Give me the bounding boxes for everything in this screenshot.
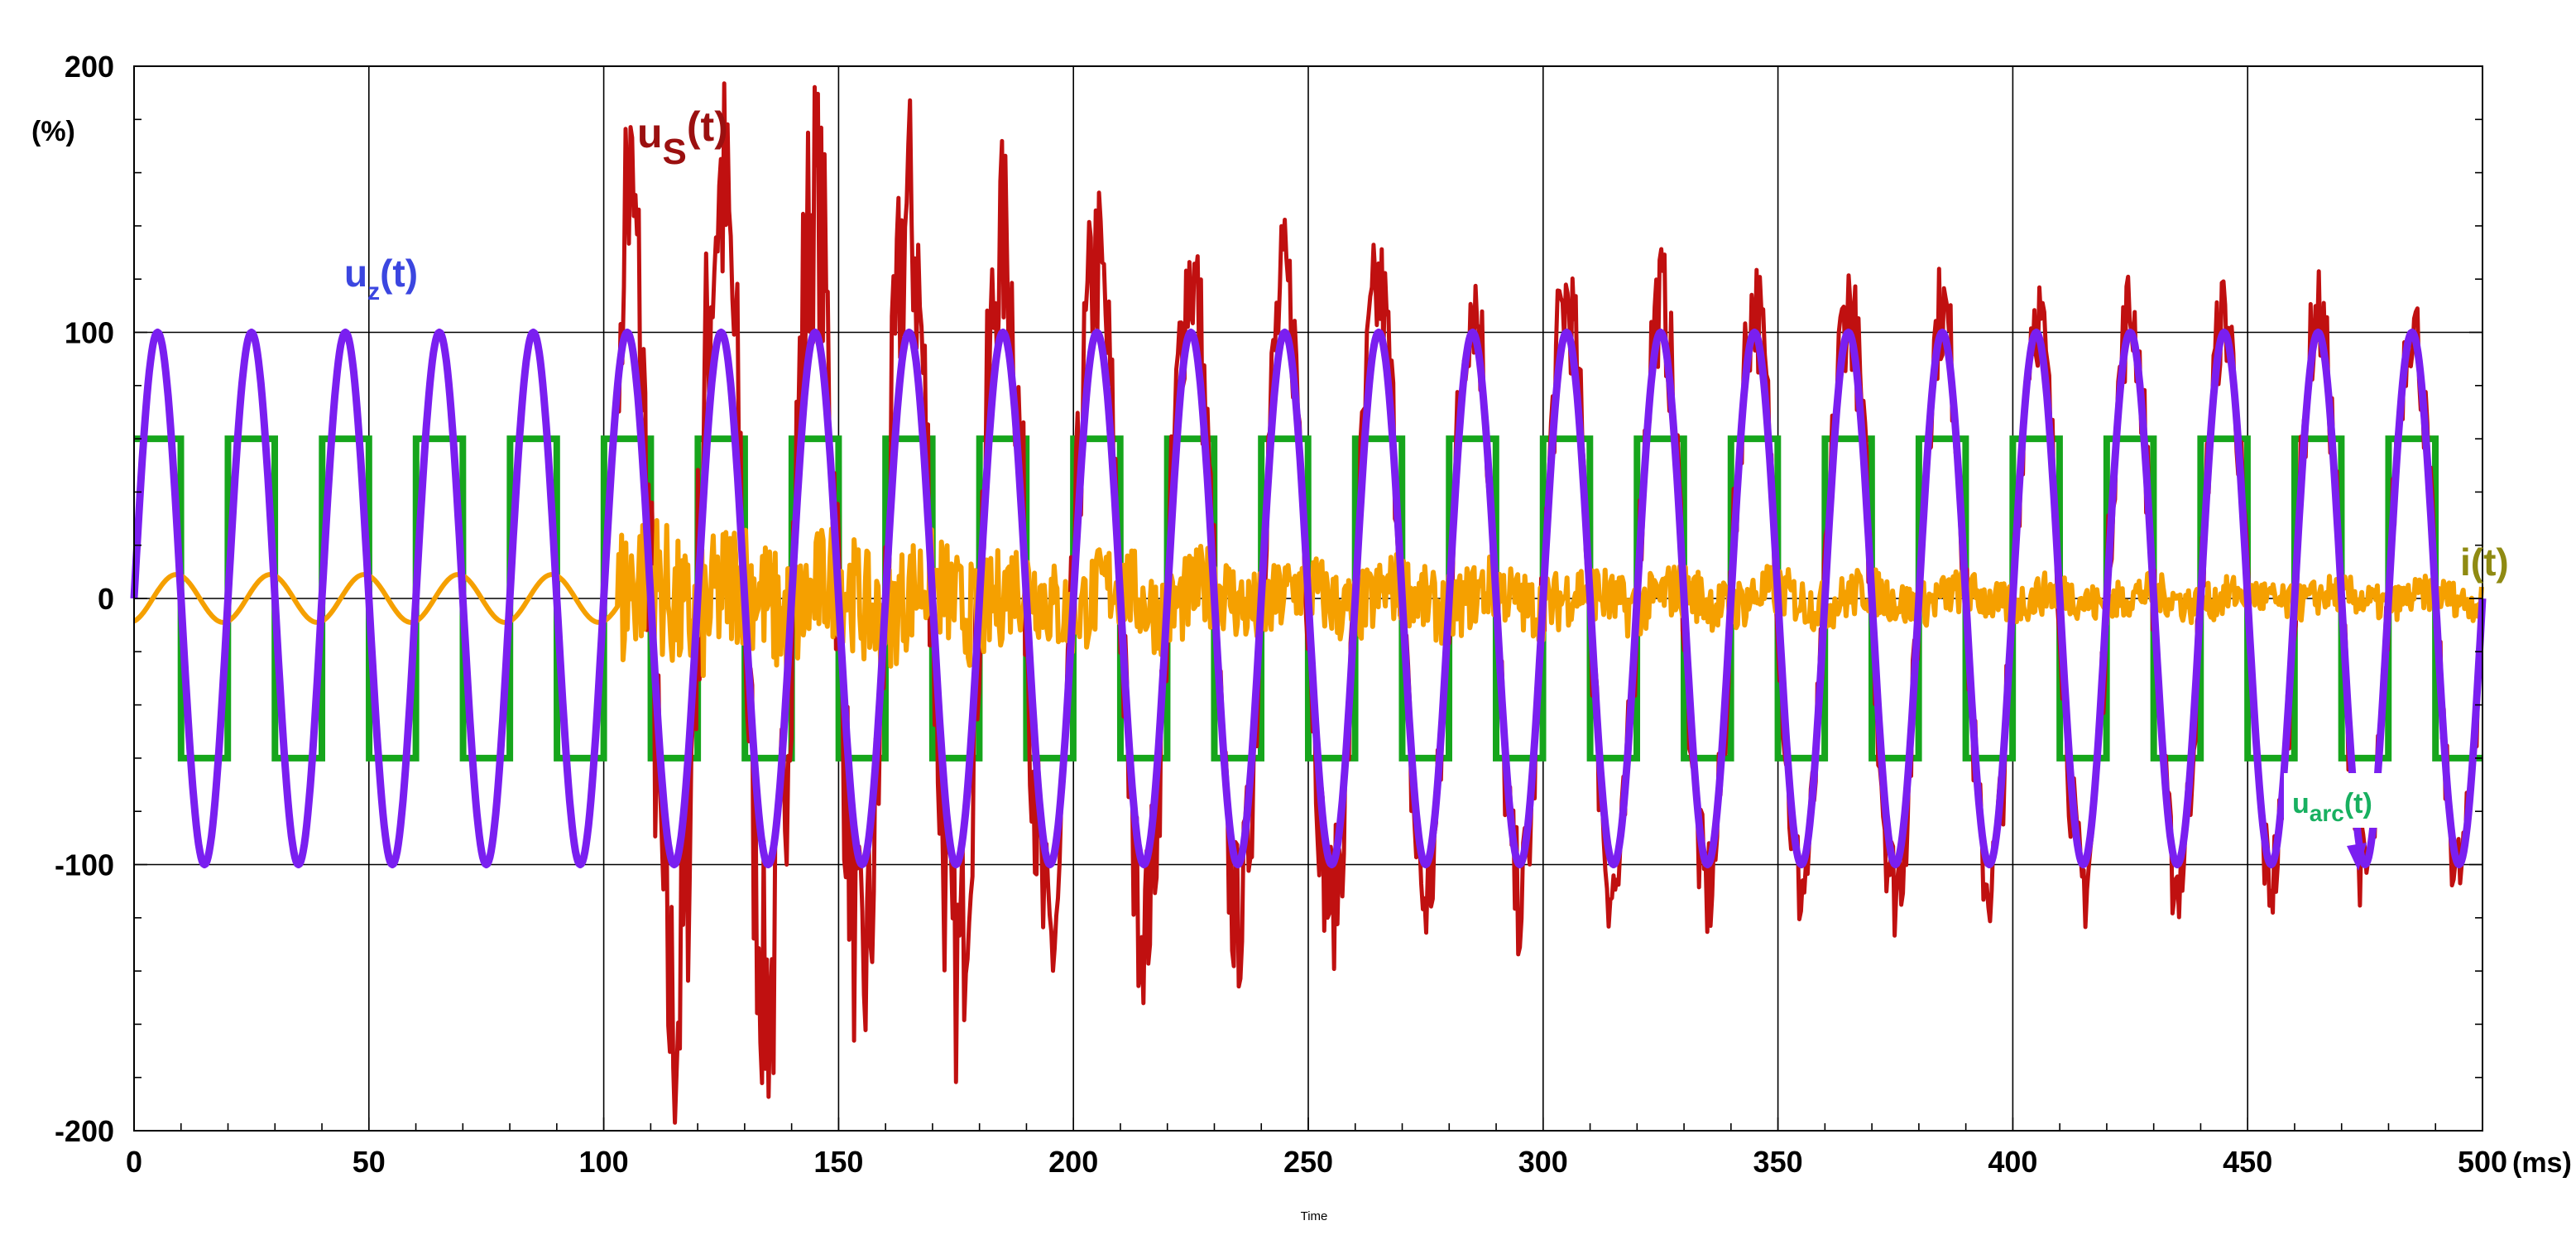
x-tick-label: 50 (353, 1145, 386, 1179)
x-tick-label: 100 (579, 1145, 629, 1179)
x-tick-label: 0 (126, 1145, 142, 1179)
x-tick-label: 400 (1988, 1145, 2037, 1179)
y-tick-label: 200 (65, 50, 114, 84)
x-unit-label: (ms) (2512, 1147, 2572, 1179)
label-uarc: uarc(t) (2292, 788, 2372, 826)
x-tick-label: 200 (1048, 1145, 1098, 1179)
x-tick-label: 500 (2458, 1145, 2507, 1179)
label-i: i(t) (2460, 541, 2509, 584)
label-uz: uz(t) (344, 252, 418, 305)
y-unit-label: (%) (31, 116, 75, 147)
series-line-uz (130, 329, 2487, 868)
series-uz (130, 329, 2487, 868)
uz-end-marker-icon (2347, 843, 2367, 871)
y-tick-label: -200 (55, 1114, 114, 1148)
axis-ticks (133, 65, 2483, 1132)
y-tick-label: 0 (98, 582, 114, 616)
y-tick-label: -100 (55, 848, 114, 882)
label-uarc-box: uarc(t) (2284, 773, 2423, 828)
y-tick-label: 100 (65, 316, 114, 350)
x-tick-labels: 0 50 100 150 200 250 300 350 400 450 500 (126, 1145, 2507, 1179)
x-tick-label: 150 (813, 1145, 863, 1179)
x-tick-label: 350 (1753, 1145, 1803, 1179)
x-tick-label: 250 (1283, 1145, 1333, 1179)
label-us: uS(t) (637, 103, 728, 172)
x-tick-label: 300 (1518, 1145, 1568, 1179)
y-tick-labels: -200 -100 0 100 200 (55, 50, 114, 1148)
x-tick-label: 450 (2223, 1145, 2272, 1179)
x-axis-title: Time (1301, 1209, 1328, 1223)
